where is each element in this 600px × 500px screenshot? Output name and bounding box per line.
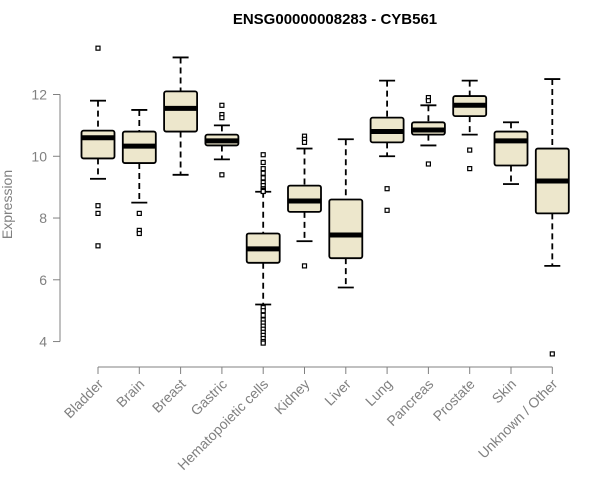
iqr-box bbox=[328, 198, 364, 260]
box-brain bbox=[121, 109, 157, 237]
outlier-point bbox=[219, 172, 225, 178]
outlier-point bbox=[301, 139, 308, 145]
box-hematopoietic-cells bbox=[245, 152, 281, 346]
box-lung bbox=[369, 79, 405, 213]
y-tick-label: 8 bbox=[39, 210, 47, 226]
outlier-point bbox=[260, 159, 266, 166]
x-tick-label: Breast bbox=[149, 376, 189, 416]
outlier-point bbox=[384, 186, 390, 192]
box-bladder bbox=[80, 45, 116, 249]
x-tick-label: Brain bbox=[113, 376, 147, 410]
outlier-point bbox=[136, 230, 142, 237]
outlier-point bbox=[425, 98, 431, 104]
outlier-point bbox=[467, 166, 473, 172]
outlier-point bbox=[95, 210, 101, 216]
outlier-point bbox=[219, 115, 225, 121]
box-breast bbox=[163, 56, 199, 176]
outlier-point bbox=[467, 147, 473, 153]
box-gastric bbox=[204, 102, 240, 178]
outlier-point bbox=[219, 102, 225, 108]
y-axis-label: Expression bbox=[0, 170, 15, 239]
x-tick-label: Bladder bbox=[61, 376, 107, 422]
outlier-point bbox=[260, 340, 266, 346]
x-tick-label: Skin bbox=[489, 376, 520, 407]
outlier-point bbox=[384, 207, 390, 213]
box-series bbox=[80, 45, 570, 357]
outlier-point bbox=[136, 210, 142, 216]
x-tick-label: Prostate bbox=[430, 376, 478, 424]
box-skin bbox=[493, 121, 529, 185]
outlier-point bbox=[260, 170, 266, 176]
x-tick-label: Liver bbox=[321, 376, 354, 409]
y-axis: 4 6 8 10 12 bbox=[31, 87, 61, 350]
box-kidney bbox=[287, 133, 322, 269]
outlier-point bbox=[260, 175, 266, 181]
outlier-point bbox=[425, 161, 431, 167]
x-tick-label: Lung bbox=[362, 376, 395, 409]
outlier-point bbox=[95, 243, 101, 249]
iqr-box bbox=[80, 129, 116, 160]
y-tick-label: 4 bbox=[39, 334, 47, 350]
outlier-point bbox=[260, 166, 266, 172]
y-tick-label: 10 bbox=[31, 148, 47, 164]
chart-title: ENSG00000008283 - CYB561 bbox=[233, 11, 437, 28]
outlier-point bbox=[260, 308, 266, 314]
box-pancreas bbox=[410, 94, 446, 167]
x-tick-label: Kidney bbox=[271, 376, 313, 418]
outlier-point bbox=[260, 152, 266, 158]
box-liver bbox=[328, 138, 364, 289]
iqr-box bbox=[493, 130, 529, 167]
box-unknown-other bbox=[534, 78, 570, 357]
outlier-point bbox=[95, 203, 101, 209]
box-prostate bbox=[452, 79, 488, 172]
y-tick-label: 6 bbox=[39, 272, 47, 288]
y-tick-label: 12 bbox=[31, 87, 47, 103]
iqr-box bbox=[163, 90, 199, 133]
outlier-point bbox=[301, 263, 308, 269]
outlier-point bbox=[95, 45, 101, 51]
outlier-point bbox=[260, 312, 266, 318]
outlier-point bbox=[549, 351, 555, 357]
outlier-point bbox=[260, 188, 266, 195]
